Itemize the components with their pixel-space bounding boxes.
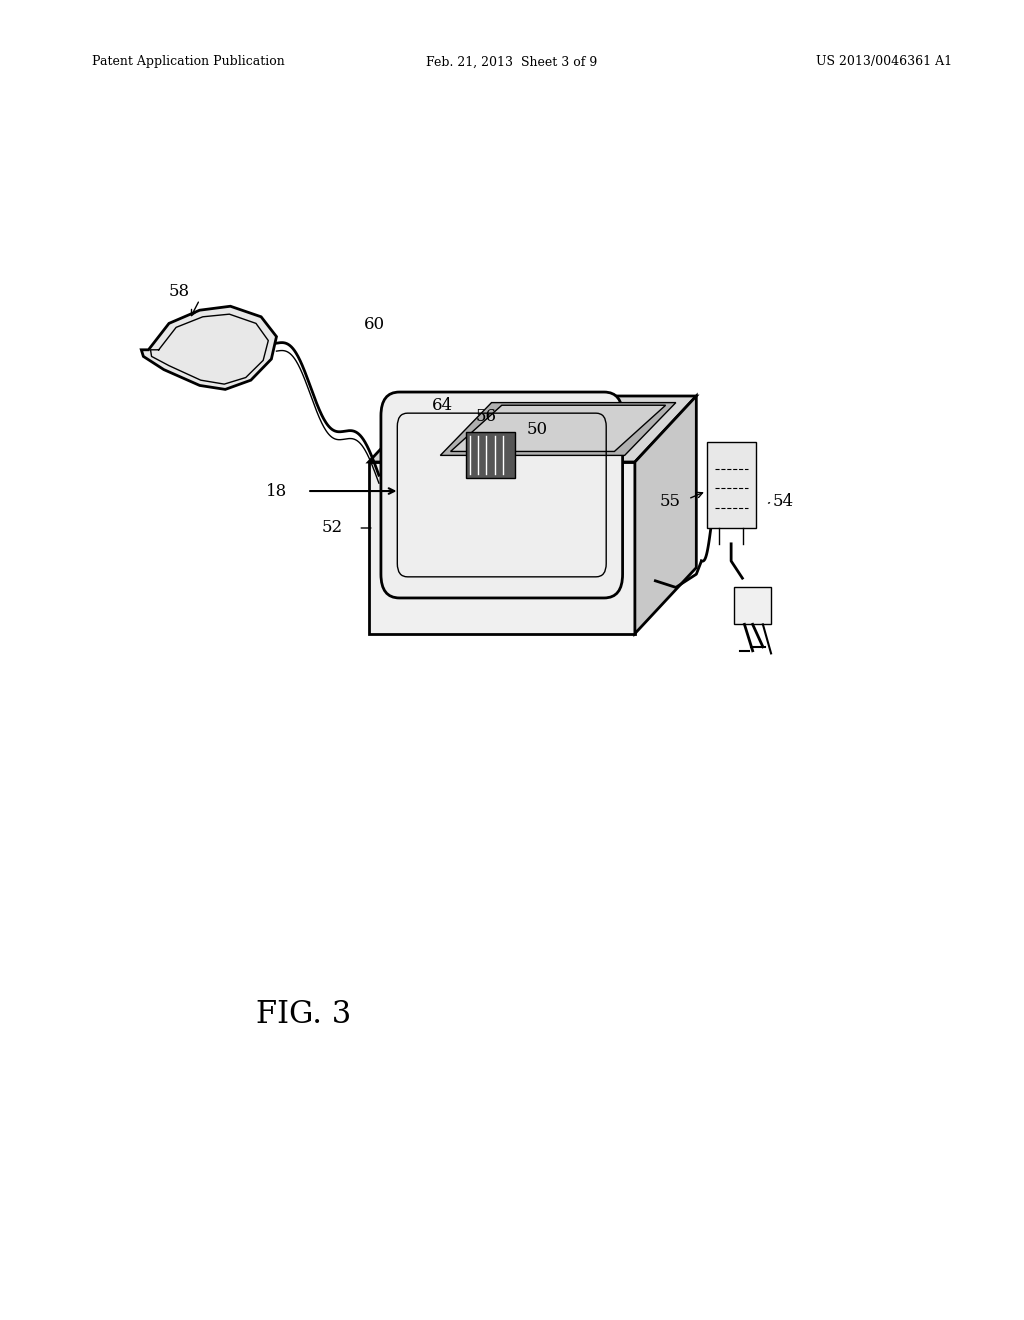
Text: Patent Application Publication: Patent Application Publication xyxy=(92,55,285,69)
Text: 54: 54 xyxy=(773,494,795,510)
Text: 18: 18 xyxy=(265,483,287,499)
Polygon shape xyxy=(369,396,696,462)
Text: FIG. 3: FIG. 3 xyxy=(256,999,351,1030)
Polygon shape xyxy=(635,396,696,634)
Text: 60: 60 xyxy=(364,315,385,333)
Text: US 2013/0046361 A1: US 2013/0046361 A1 xyxy=(816,55,952,69)
Text: 58: 58 xyxy=(169,282,189,300)
FancyBboxPatch shape xyxy=(381,392,623,598)
Bar xyxy=(734,587,771,624)
Text: 64: 64 xyxy=(432,397,453,414)
Text: Feb. 21, 2013  Sheet 3 of 9: Feb. 21, 2013 Sheet 3 of 9 xyxy=(426,55,598,69)
Text: 55: 55 xyxy=(659,494,681,510)
Polygon shape xyxy=(451,405,666,451)
Polygon shape xyxy=(440,403,676,455)
Text: 56: 56 xyxy=(476,408,497,425)
Polygon shape xyxy=(141,306,276,389)
Text: 52: 52 xyxy=(322,520,343,536)
Polygon shape xyxy=(369,462,635,634)
Text: 50: 50 xyxy=(527,421,548,438)
Bar xyxy=(707,442,756,528)
Bar xyxy=(466,432,515,478)
